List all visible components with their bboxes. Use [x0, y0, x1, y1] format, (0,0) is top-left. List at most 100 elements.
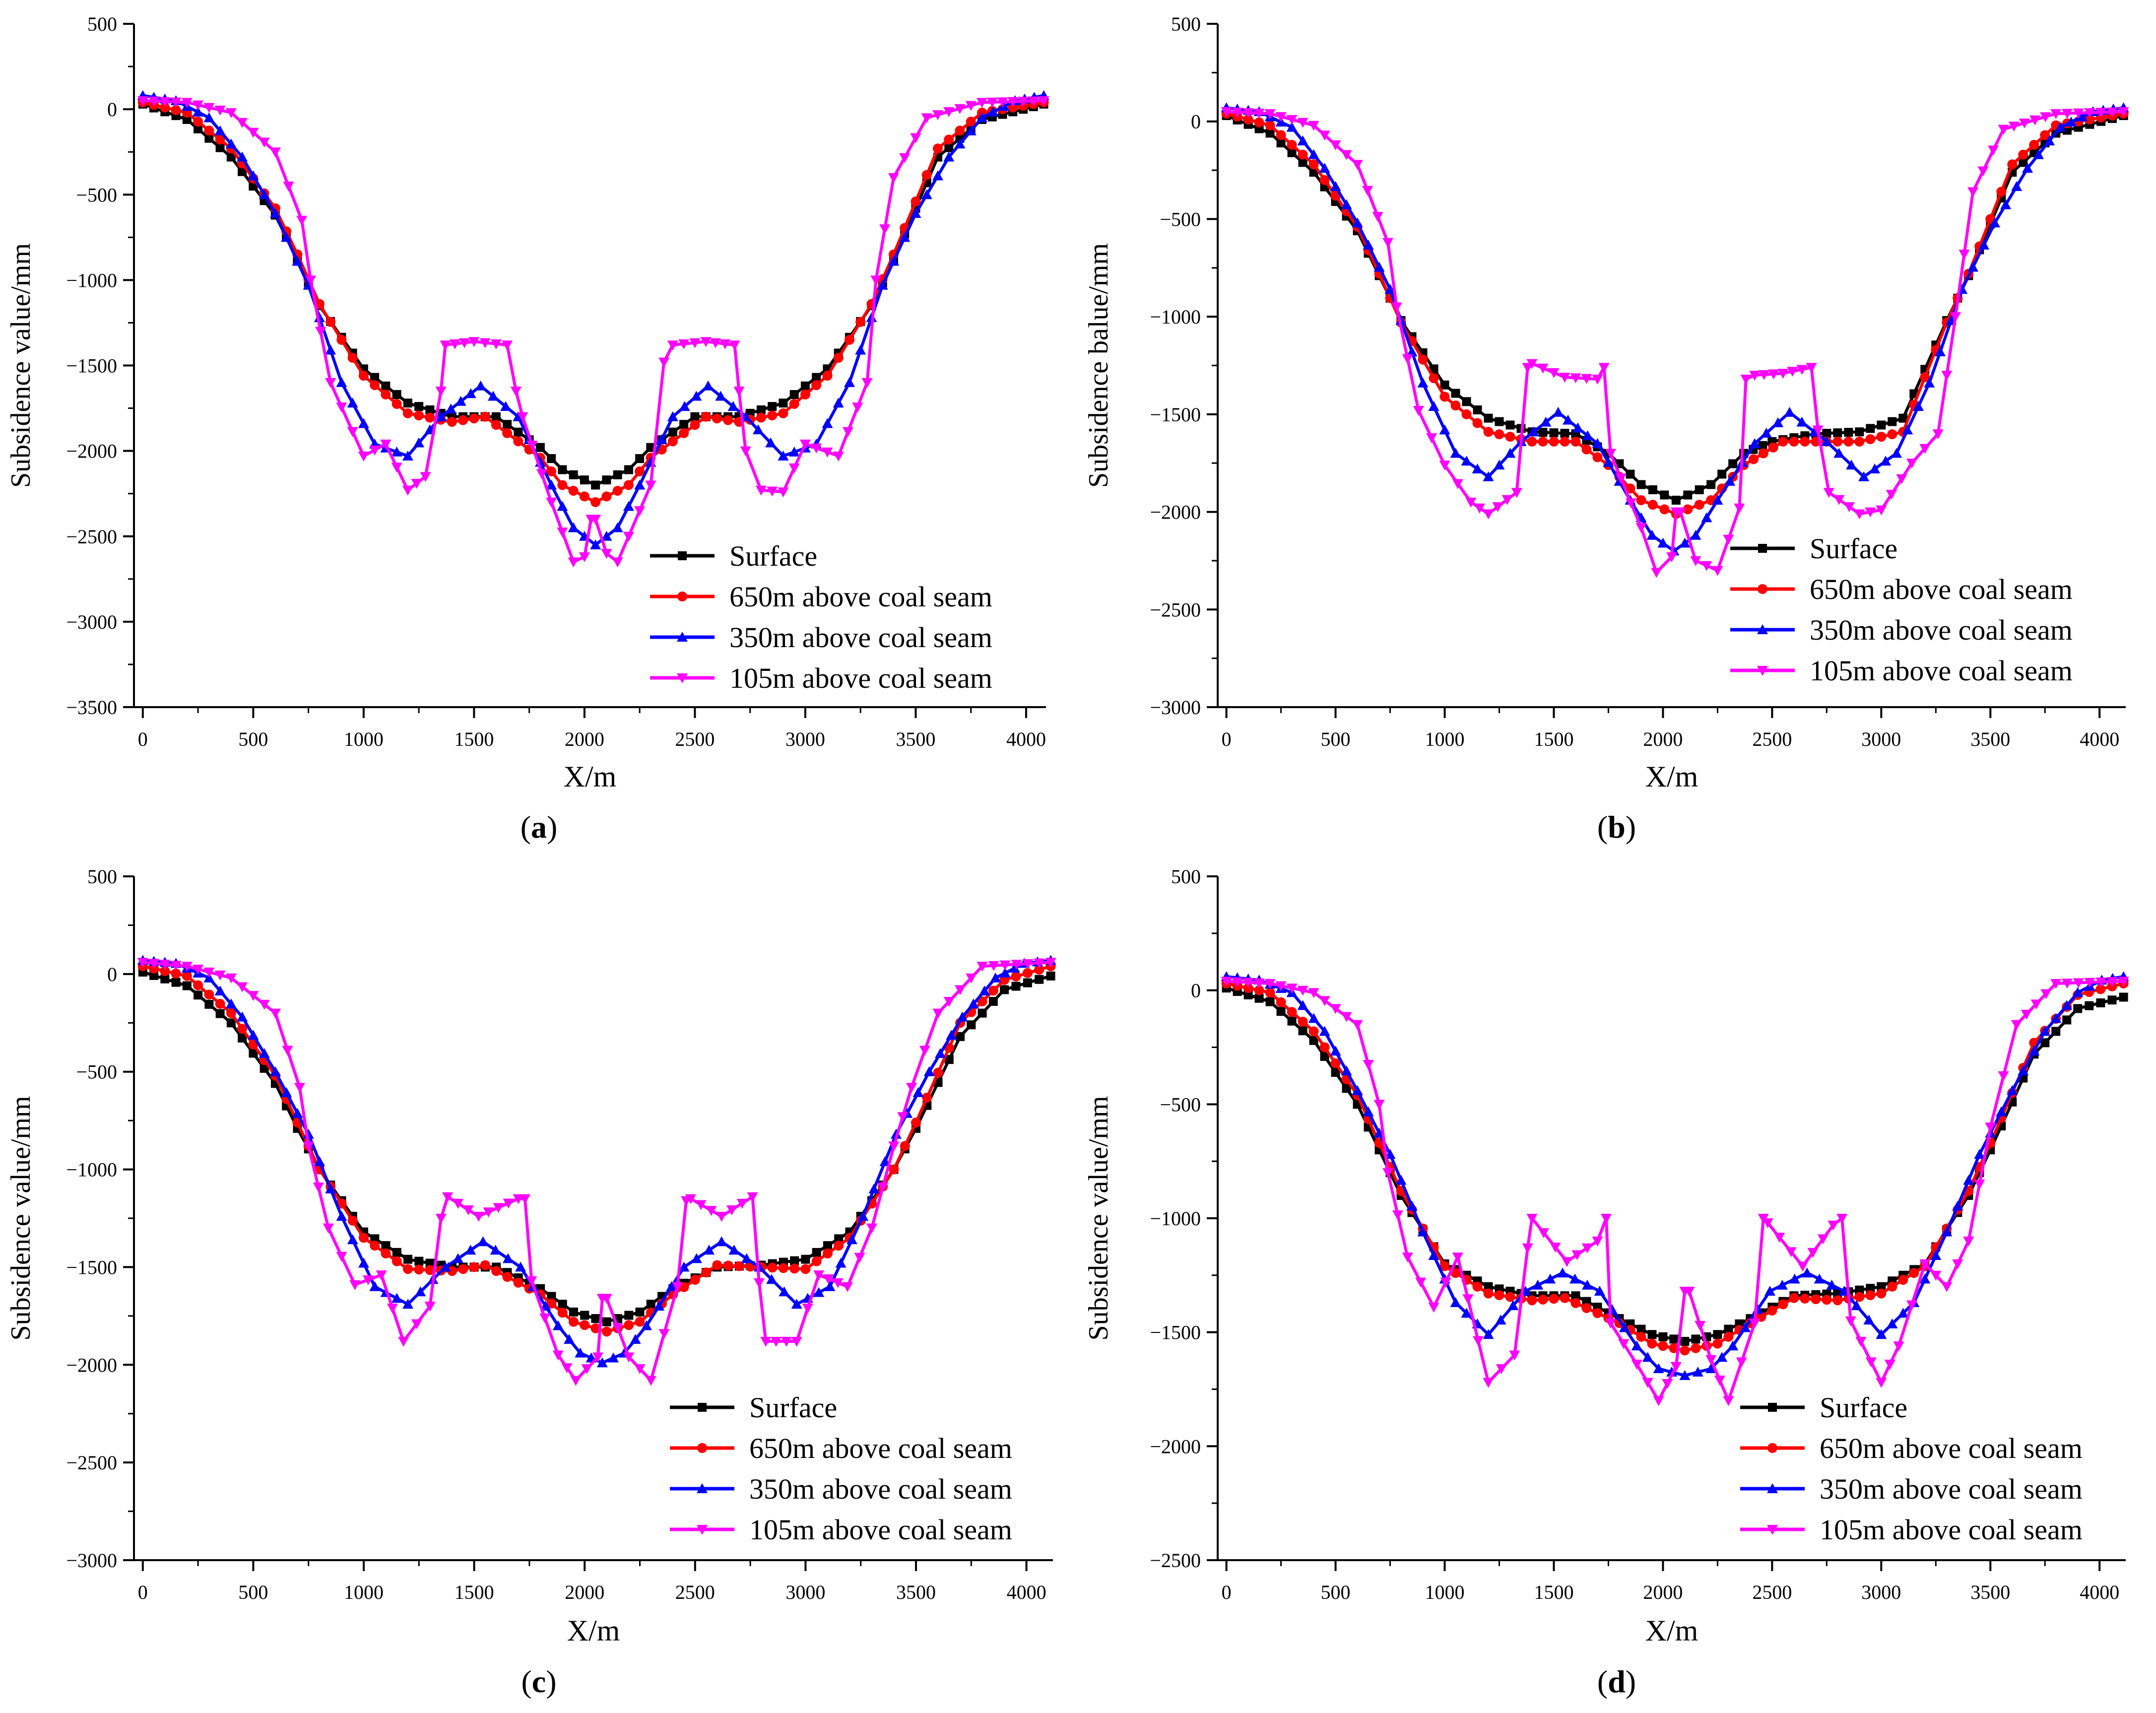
data-point	[314, 1156, 325, 1166]
y-tick-label: −2000	[1150, 1435, 1201, 1457]
data-point	[1474, 503, 1485, 514]
data-point	[1559, 373, 1570, 383]
data-point	[822, 447, 833, 458]
data-point	[800, 390, 810, 400]
data-point	[1023, 978, 1032, 988]
data-point	[1382, 1168, 1394, 1179]
data-point	[932, 143, 943, 154]
data-point	[1833, 1289, 1842, 1298]
y-tick-label: −2000	[66, 1354, 117, 1376]
legend-swatch-marker	[697, 1525, 708, 1535]
data-point	[1319, 163, 1330, 173]
data-point	[1286, 984, 1298, 994]
data-point	[1789, 1273, 1800, 1284]
data-point	[292, 1108, 303, 1118]
y-axis-label: Subsidence value/mm	[5, 243, 36, 488]
legend-label: 350m above coal seam	[729, 621, 992, 654]
data-point	[170, 97, 182, 108]
data-point	[2061, 979, 2073, 989]
data-point	[1740, 375, 1752, 385]
legend-swatch-marker	[677, 632, 688, 642]
data-point	[515, 1261, 526, 1272]
data-point	[822, 371, 833, 381]
data-point	[1855, 1337, 1867, 1347]
data-point	[1451, 389, 1460, 398]
data-point	[965, 125, 977, 135]
data-point	[491, 1266, 502, 1276]
data-point	[734, 1261, 744, 1271]
data-point	[624, 465, 633, 474]
data-point	[500, 401, 512, 411]
x-tick-label: 1500	[1534, 1581, 1573, 1603]
y-tick-label: −1000	[66, 1159, 117, 1181]
data-point	[781, 1337, 792, 1347]
data-point	[800, 1264, 811, 1274]
data-point	[568, 485, 579, 496]
chart-d: 500 0 −500 −1000 −1500 −2000 −2500 0 500 1000 1500…	[1083, 865, 2129, 1647]
data-point	[2018, 149, 2028, 160]
data-point	[1417, 377, 1429, 388]
data-point	[811, 443, 822, 454]
data-point	[370, 1234, 380, 1244]
data-point	[624, 1311, 634, 1320]
data-point	[1330, 1046, 1341, 1056]
x-tick-label: 4000	[1007, 1581, 1046, 1603]
data-point	[1276, 130, 1286, 140]
data-point	[539, 1313, 551, 1323]
data-point	[214, 970, 226, 981]
data-point	[728, 1245, 740, 1255]
data-point	[790, 1256, 799, 1265]
data-point	[259, 1048, 270, 1058]
y-axis-label: Subsidence value/mm	[5, 1096, 36, 1340]
data-point	[1723, 1331, 1734, 1342]
data-point	[1363, 239, 1374, 250]
data-point	[2019, 158, 2028, 167]
data-point	[2040, 130, 2050, 140]
data-point	[1319, 175, 1330, 185]
data-point	[1876, 1288, 1887, 1299]
data-point	[1784, 406, 1795, 417]
caption-c: (c)	[521, 1664, 557, 1699]
data-point	[1701, 561, 1712, 571]
data-point	[789, 390, 799, 399]
data-point	[269, 147, 281, 158]
data-point	[666, 1281, 677, 1291]
data-point	[204, 999, 214, 1009]
legend-label: 650m above coal seam	[1810, 573, 2073, 605]
data-point	[469, 1262, 479, 1272]
data-point	[237, 118, 248, 128]
data-point	[477, 1236, 489, 1247]
data-point	[2061, 109, 2073, 119]
data-point	[789, 1263, 800, 1274]
data-point	[1581, 1243, 1593, 1253]
data-point	[1876, 1378, 1887, 1388]
data-point	[934, 1048, 946, 1058]
data-point	[1287, 1007, 1297, 1017]
data-point	[1759, 370, 1770, 380]
data-point	[336, 1211, 347, 1221]
data-point	[1952, 1200, 1963, 1211]
data-point	[889, 1164, 899, 1175]
data-point	[601, 530, 612, 541]
data-point	[370, 1241, 380, 1251]
data-point	[193, 965, 204, 975]
data-point	[465, 388, 476, 398]
data-point	[1330, 181, 1341, 191]
data-point	[435, 411, 447, 421]
data-point	[1631, 1340, 1642, 1351]
data-point	[1265, 129, 1275, 138]
data-point	[723, 415, 733, 425]
data-point	[1694, 500, 1704, 510]
data-point	[703, 380, 714, 391]
data-point	[557, 527, 568, 538]
data-point	[833, 451, 844, 461]
data-point	[1833, 448, 1845, 458]
data-point	[358, 1257, 369, 1268]
data-point	[1538, 1294, 1548, 1305]
data-point	[1941, 371, 1953, 381]
data-point	[347, 1234, 358, 1245]
data-point	[1734, 503, 1745, 514]
data-point	[1483, 1378, 1494, 1388]
data-point	[468, 337, 480, 347]
data-point	[226, 1018, 236, 1028]
